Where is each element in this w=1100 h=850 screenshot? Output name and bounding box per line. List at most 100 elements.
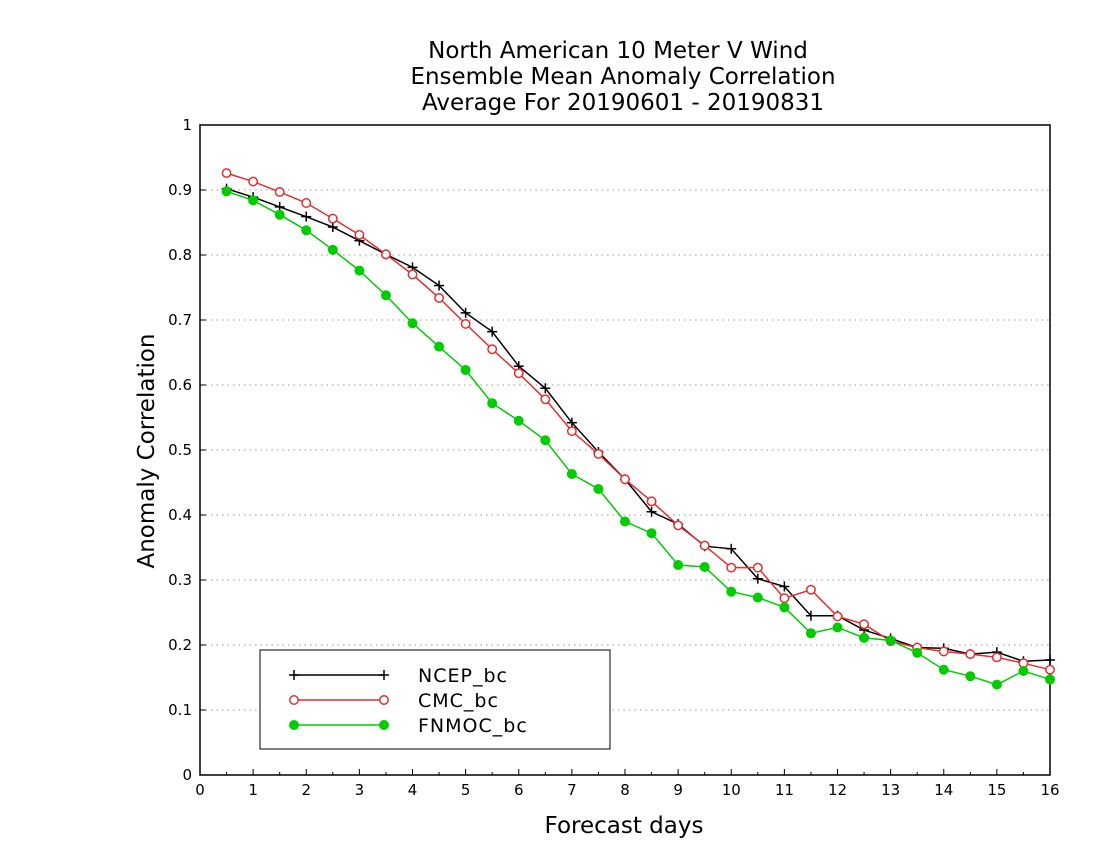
legend-entry: NCEP_bc — [289, 665, 508, 687]
data-point — [487, 344, 498, 355]
series-line — [226, 172, 1051, 671]
data-point — [779, 602, 790, 613]
y-tick-label: 0.3 — [168, 571, 192, 589]
data-point — [327, 222, 338, 233]
x-tick-label: 2 — [301, 781, 311, 799]
y-tick-label: 1 — [182, 116, 192, 134]
data-point — [379, 720, 389, 730]
y-tick-label: 0.6 — [168, 376, 192, 394]
y-tick-label: 0.7 — [168, 311, 192, 329]
data-point — [646, 506, 657, 517]
y-tick-label: 0.5 — [168, 441, 192, 459]
legend-label: CMC_bc — [418, 690, 499, 712]
legend-label: FNMOC_bc — [418, 715, 528, 737]
data-point — [540, 394, 551, 405]
grid — [200, 189, 1050, 711]
x-tick-label: 3 — [355, 781, 365, 799]
series-ncep-bc — [221, 183, 1055, 667]
data-point — [434, 341, 445, 352]
data-point — [726, 543, 737, 554]
data-point — [859, 632, 870, 643]
data-point — [752, 562, 763, 573]
data-point — [859, 619, 870, 630]
data-point — [752, 592, 763, 603]
data-point — [487, 326, 498, 337]
series-fnmoc-bc — [221, 186, 1055, 690]
data-point — [513, 415, 524, 426]
x-axis-label: Forecast days — [545, 813, 704, 839]
data-point — [487, 398, 498, 409]
y-tick-label: 0.2 — [168, 636, 192, 654]
data-point — [434, 292, 445, 303]
x-tick-label: 9 — [673, 781, 683, 799]
data-point — [407, 318, 418, 329]
data-point — [274, 187, 285, 197]
data-point — [327, 244, 338, 255]
data-point — [805, 628, 816, 639]
data-point — [407, 269, 418, 280]
x-tick-label: 13 — [881, 781, 900, 799]
data-point — [779, 581, 790, 592]
data-point — [566, 426, 577, 437]
data-point — [540, 383, 551, 394]
data-point — [379, 670, 389, 680]
data-point — [380, 249, 391, 260]
data-point — [301, 198, 312, 208]
data-point — [752, 573, 763, 584]
data-point — [221, 186, 232, 197]
data-point — [221, 168, 232, 179]
y-tick-label: 0 — [182, 766, 192, 784]
x-tick-label: 4 — [408, 781, 418, 799]
data-point — [301, 225, 312, 236]
data-point — [354, 265, 365, 276]
data-point — [965, 671, 976, 682]
y-axis: 0 0.1 0.2 0.3 0.4 0.5 0.6 0.7 0.8 0.9 1 — [168, 116, 206, 784]
data-point — [1045, 664, 1055, 675]
x-tick-label: 8 — [620, 781, 630, 799]
data-point — [248, 195, 259, 206]
data-point — [620, 516, 630, 527]
data-point — [885, 635, 896, 646]
x-axis: 0 1 2 3 4 5 6 7 8 9 10 11 12 13 14 15 16 — [195, 769, 1060, 799]
series-line — [226, 190, 1051, 686]
legend-entry: CMC_bc — [289, 690, 499, 712]
y-tick-label: 0.4 — [168, 506, 192, 524]
data-point — [289, 695, 299, 705]
data-point — [805, 584, 816, 595]
title-line-1: North American 10 Meter V Wind — [428, 38, 808, 64]
legend-entry: FNMOC_bc — [289, 715, 528, 737]
data-point — [379, 695, 389, 705]
data-point — [380, 290, 391, 301]
data-point — [513, 368, 524, 379]
x-tick-label: 7 — [567, 781, 577, 799]
legend-label: NCEP_bc — [418, 665, 508, 687]
data-point — [354, 229, 365, 240]
legend: NCEP_bc CMC_bc FNMOC_bc — [259, 649, 611, 750]
x-tick-label: 10 — [722, 781, 741, 799]
data-point — [779, 593, 790, 604]
series-line — [226, 187, 1051, 663]
title-line-3: Average For 20190601 - 20190831 — [422, 90, 824, 116]
x-tick-label: 5 — [461, 781, 471, 799]
data-point — [566, 469, 577, 480]
x-tick-label: 6 — [514, 781, 524, 799]
series-group — [221, 168, 1055, 690]
data-point — [965, 649, 976, 660]
data-point — [620, 474, 630, 485]
data-point — [460, 365, 471, 376]
data-point — [991, 679, 1002, 690]
data-point — [1045, 654, 1055, 665]
data-point — [566, 417, 577, 428]
data-point — [832, 611, 843, 622]
data-point — [593, 484, 604, 494]
data-point — [726, 586, 737, 597]
y-axis-label: Anomaly Correlation — [134, 333, 160, 568]
y-tick-label: 0.8 — [168, 246, 192, 264]
x-tick-label: 16 — [1040, 781, 1059, 799]
y-tick-label: 0.1 — [168, 701, 192, 719]
x-tick-label: 15 — [987, 781, 1006, 799]
data-point — [1045, 674, 1055, 685]
data-point — [593, 448, 604, 459]
x-tick-label: 12 — [828, 781, 847, 799]
